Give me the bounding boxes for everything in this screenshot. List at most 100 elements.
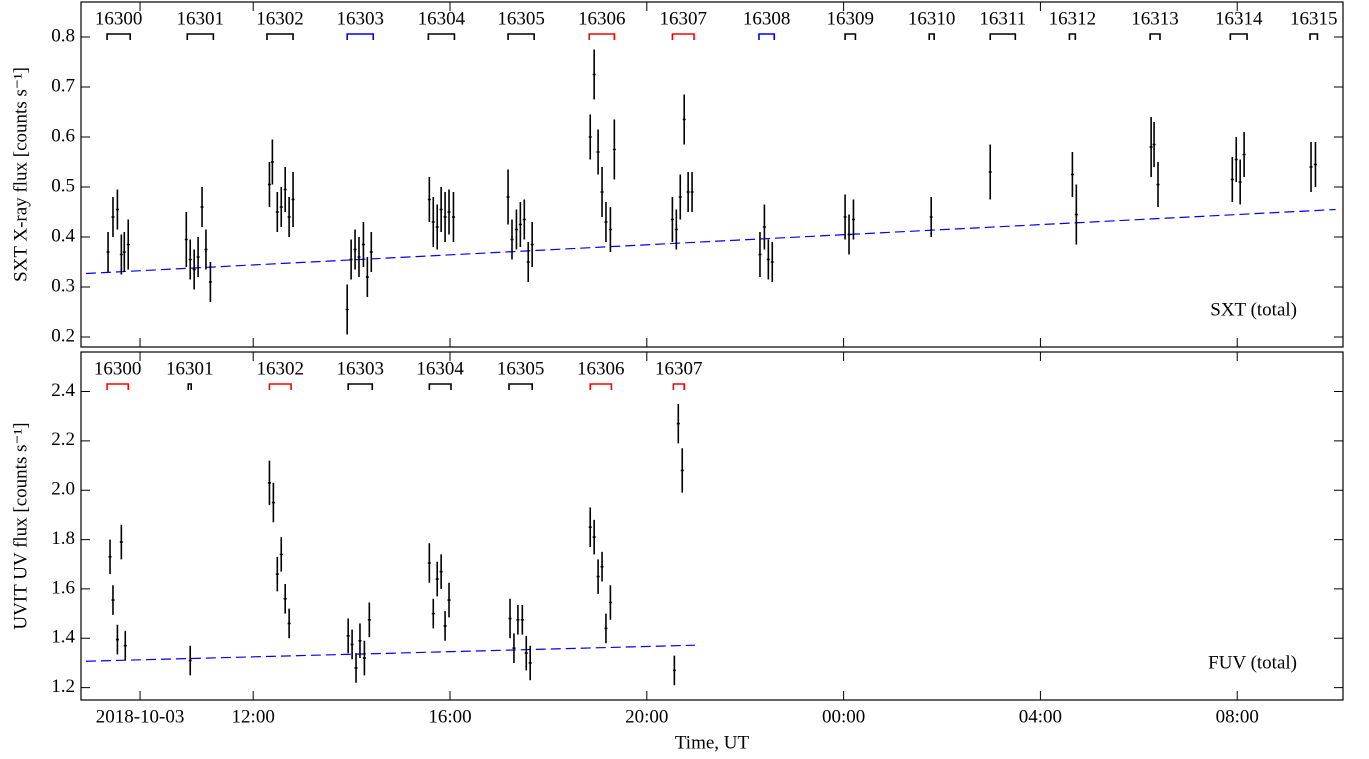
error-bar: [847, 214, 851, 255]
error-bar: [929, 197, 933, 237]
error-bar: [1156, 162, 1160, 207]
error-bar: [275, 192, 279, 232]
error-bar: [678, 174, 682, 220]
error-bar: [427, 543, 431, 583]
segment-bracket: [187, 383, 193, 390]
error-bar: [608, 585, 612, 620]
error-bar: [672, 655, 676, 686]
error-bar: [435, 561, 439, 597]
error-bar: [528, 645, 532, 681]
y-tick-label: 0.2: [51, 325, 75, 346]
error-bar: [762, 204, 766, 250]
error-bar: [196, 237, 200, 277]
error-bar: [520, 604, 524, 635]
error-bar: [367, 602, 371, 638]
y-tick-label: 0.5: [51, 175, 75, 196]
error-bar: [439, 187, 443, 232]
error-bar: [447, 189, 451, 235]
segment-label: 16305: [497, 358, 545, 379]
error-bar: [427, 177, 431, 222]
error-bar: [506, 169, 510, 225]
error-bar: [600, 551, 604, 582]
y-tick-label: 1.4: [51, 627, 75, 648]
segment-label: 16306: [578, 8, 626, 29]
segment-label: 16303: [336, 358, 384, 379]
error-bar: [1238, 159, 1242, 205]
error-bar: [690, 172, 694, 212]
y-tick-label: 0.4: [51, 225, 75, 246]
error-bar: [1074, 184, 1078, 245]
error-bar: [600, 167, 604, 217]
error-bar: [512, 633, 516, 663]
error-bar: [279, 537, 283, 572]
segment-bracket: [758, 33, 776, 40]
error-bar: [361, 222, 365, 267]
segment-bracket: [508, 383, 533, 390]
error-bar: [530, 222, 534, 267]
error-bar: [680, 448, 684, 493]
error-bar: [287, 608, 291, 639]
error-bar: [122, 232, 126, 272]
segment-label: 16304: [416, 358, 464, 379]
y-tick-label: 1.8: [51, 528, 75, 549]
error-bar: [106, 232, 110, 272]
error-bar: [267, 460, 271, 506]
error-bar: [354, 653, 358, 683]
error-bar: [608, 207, 612, 252]
y-tick-label: 0.7: [51, 75, 75, 96]
y-tick-label: 1.6: [51, 577, 75, 598]
segment-bracket: [266, 33, 294, 40]
segment-label: 16311: [979, 8, 1026, 29]
error-bar: [369, 232, 373, 272]
panel-frame: [80, 351, 1344, 701]
error-bar: [758, 232, 762, 277]
error-bar: [115, 189, 119, 230]
error-bar: [270, 139, 274, 185]
error-bar: [431, 598, 435, 629]
panel-frame: [80, 1, 1344, 348]
y-axis-label: SXT X-ray flux [counts s⁻¹]: [10, 67, 31, 282]
error-bar: [345, 284, 349, 335]
segment-bracket: [1068, 33, 1077, 40]
error-bar: [612, 119, 616, 180]
segment-bracket: [1309, 33, 1319, 40]
error-bar: [358, 623, 362, 659]
trend-line: [85, 208, 1336, 275]
error-bar: [443, 611, 447, 641]
error-bar: [208, 262, 212, 302]
error-bar: [686, 172, 690, 212]
error-bar: [604, 202, 608, 242]
error-bar: [115, 624, 119, 655]
segment-bracket: [346, 33, 375, 40]
error-bar: [1152, 122, 1156, 167]
segment-label: 16309: [827, 8, 875, 29]
error-bar: [443, 192, 447, 242]
error-bar: [188, 645, 192, 676]
error-bar: [349, 239, 353, 280]
error-bar: [1234, 137, 1238, 182]
error-bar: [451, 192, 455, 242]
y-tick-label: 2.2: [51, 429, 75, 450]
error-bar: [596, 129, 600, 175]
error-bar: [447, 582, 451, 618]
error-bar: [508, 598, 512, 639]
error-bar: [275, 556, 279, 592]
error-bar: [119, 234, 123, 275]
error-bar: [766, 239, 770, 280]
trend-line: [85, 644, 696, 662]
segment-label: 16304: [418, 8, 466, 29]
segment-label: 16310: [908, 8, 956, 29]
error-bar: [1313, 142, 1317, 187]
error-bar: [510, 219, 514, 260]
error-bar: [682, 94, 686, 145]
error-bar: [200, 187, 204, 227]
error-bar: [119, 524, 123, 560]
segment-label: 16313: [1131, 8, 1179, 29]
x-axis-label: Time, UT: [675, 732, 750, 753]
x-tick-label: 16:00: [428, 706, 471, 727]
segment-label: 16305: [497, 8, 545, 29]
segment-bracket: [1229, 33, 1248, 40]
segment-bracket: [427, 33, 456, 40]
error-bar: [192, 249, 196, 290]
error-bar: [1070, 152, 1074, 197]
